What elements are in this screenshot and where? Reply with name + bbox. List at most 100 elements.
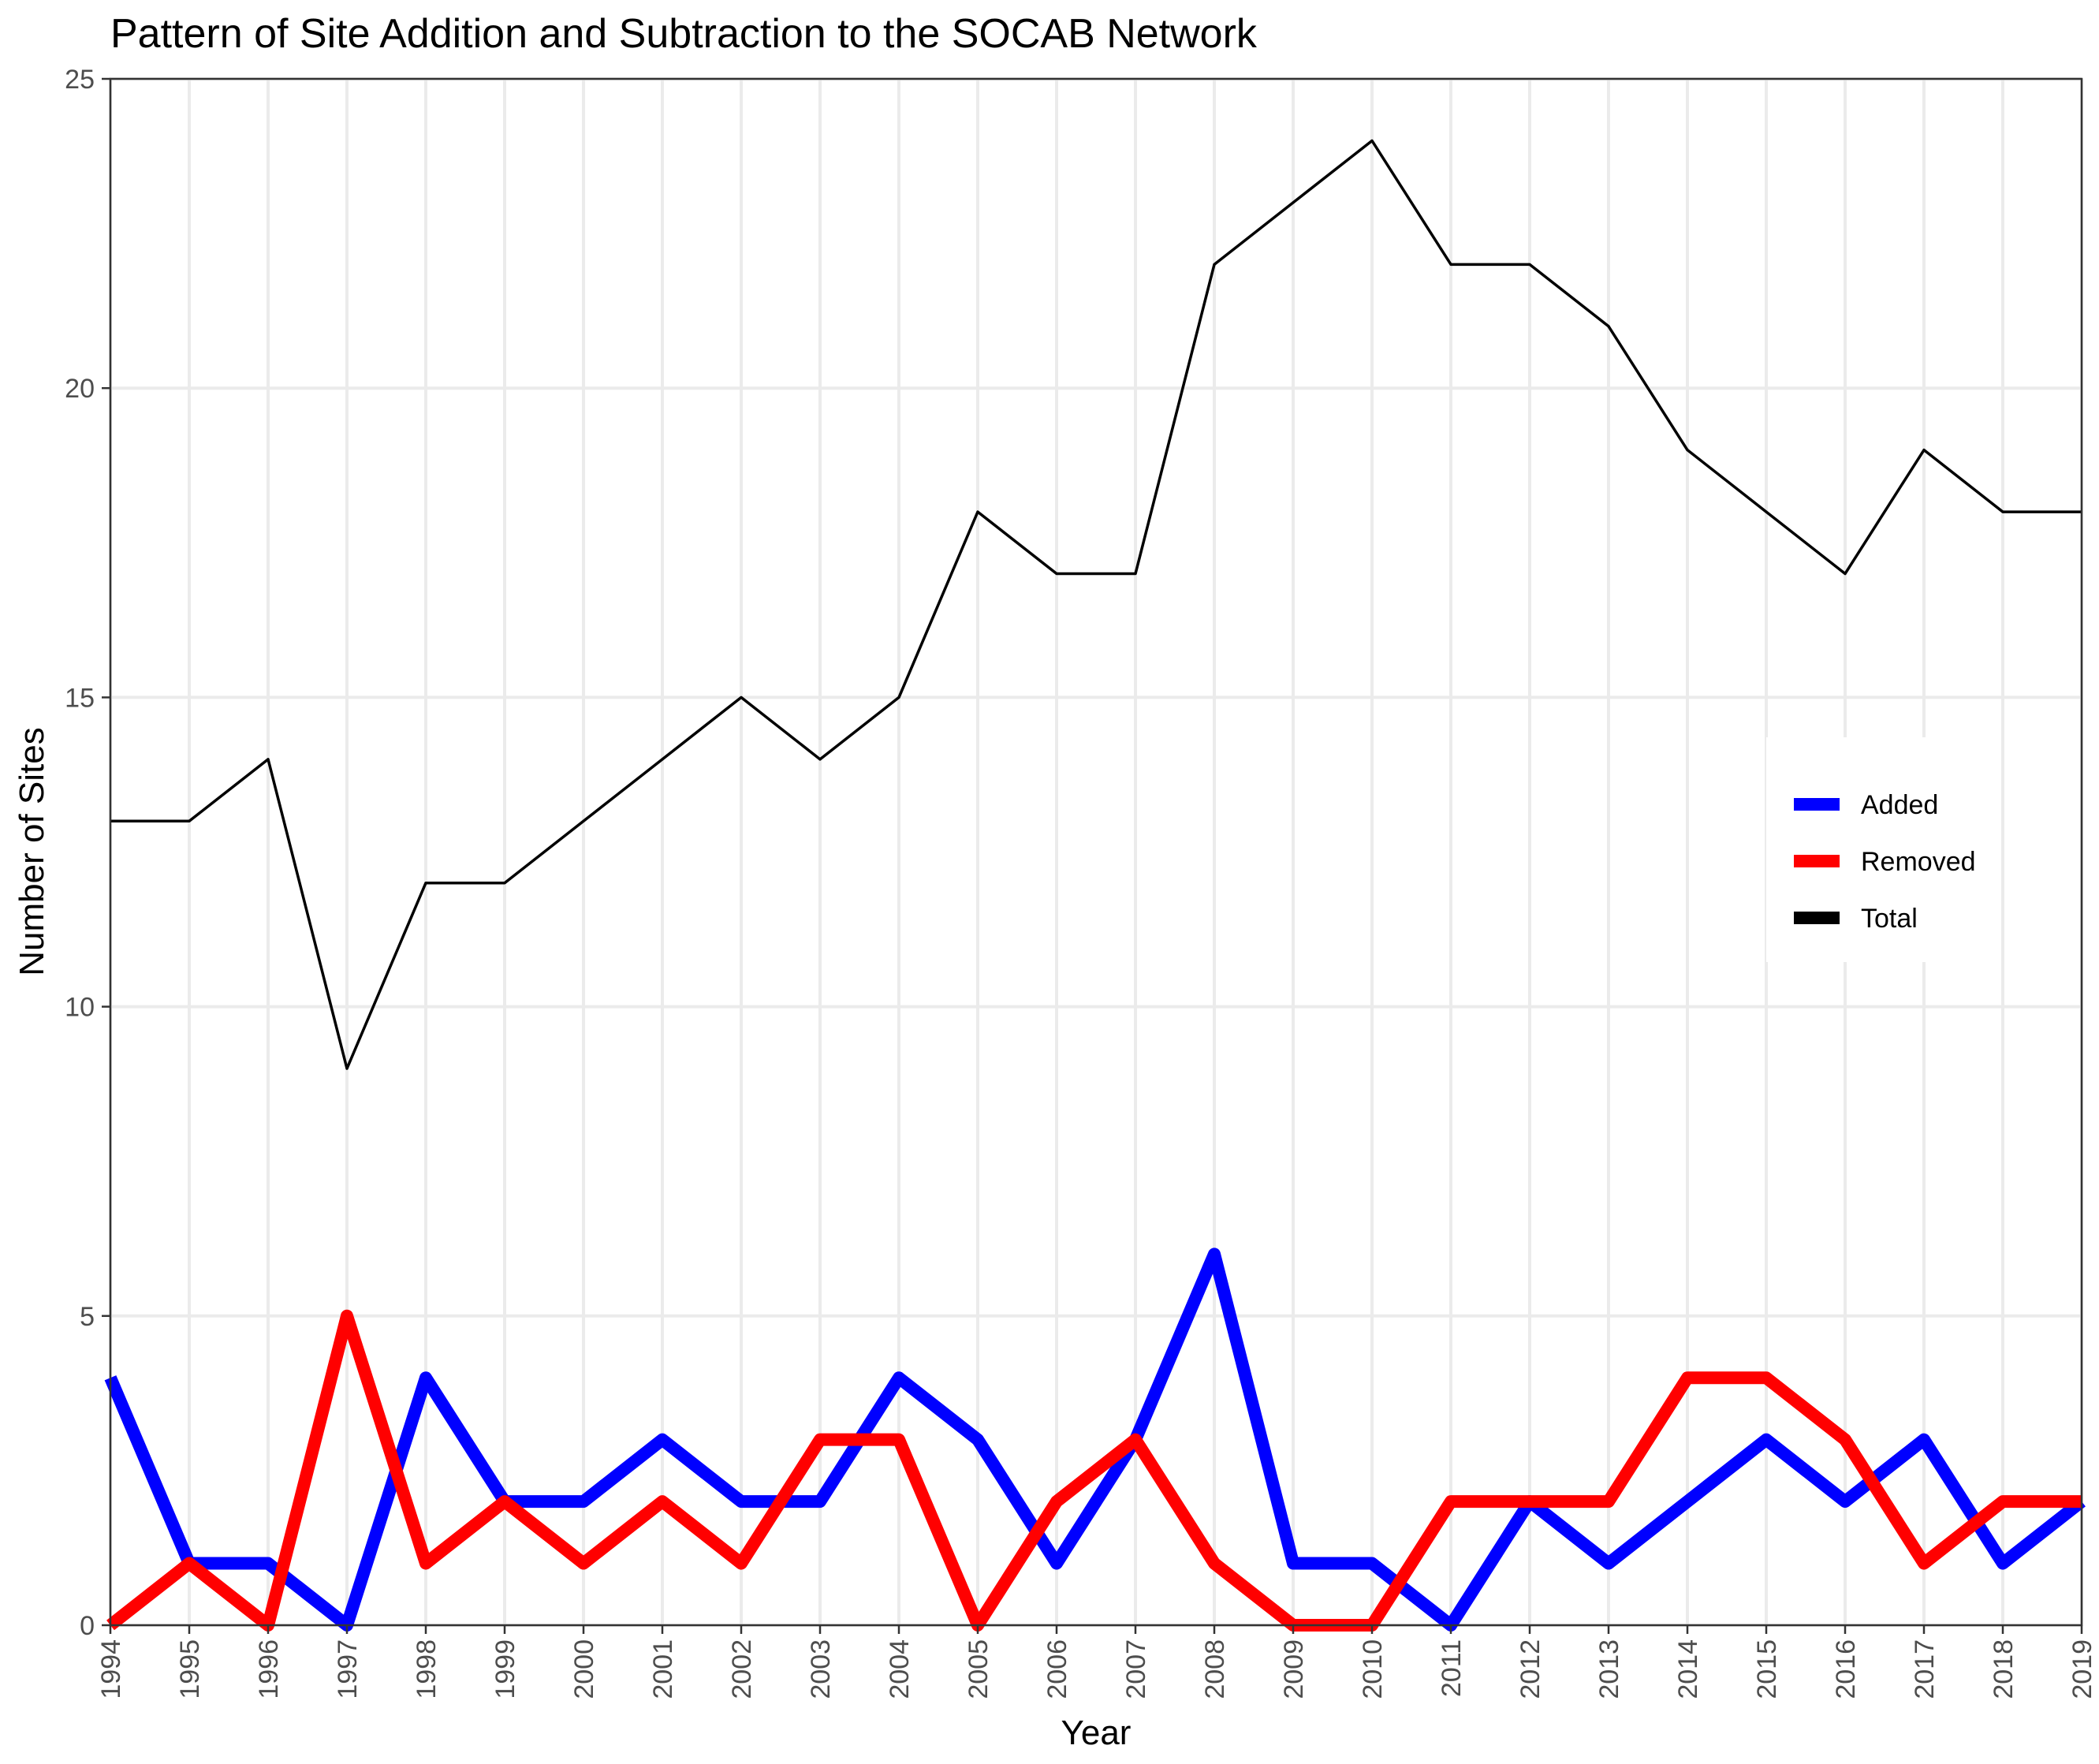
x-tick-label: 2001 bbox=[648, 1639, 678, 1699]
x-tick-label: 2007 bbox=[1121, 1639, 1151, 1699]
data-point-removed-2002 bbox=[741, 1563, 742, 1564]
x-tick-label: 1996 bbox=[254, 1639, 284, 1699]
data-point-added-2015 bbox=[1766, 1439, 1767, 1440]
data-point-total-2000 bbox=[583, 821, 584, 822]
data-point-removed-1997 bbox=[347, 1315, 348, 1316]
data-point-removed-2003 bbox=[820, 1439, 821, 1440]
grid bbox=[109, 77, 2083, 1627]
data-point-total-1995 bbox=[189, 821, 190, 822]
x-tick-label: 2002 bbox=[727, 1639, 757, 1699]
legend-label: Added bbox=[1861, 790, 1938, 820]
data-point-total-2004 bbox=[899, 697, 900, 698]
chart-title: Pattern of Site Addition and Subtraction… bbox=[110, 11, 1258, 57]
y-tick-label: 25 bbox=[65, 65, 95, 95]
data-point-total-2015 bbox=[1766, 512, 1767, 513]
series-line-removed bbox=[106, 1309, 2082, 1632]
y-tick-label: 5 bbox=[80, 1302, 95, 1332]
x-tick-label: 2006 bbox=[1042, 1639, 1072, 1699]
series-line-added bbox=[104, 1247, 2086, 1632]
data-point-added-2009 bbox=[1293, 1563, 1294, 1564]
data-point-added-2016 bbox=[1845, 1501, 1846, 1502]
data-point-total-2008 bbox=[1214, 264, 1215, 265]
y-tick-label: 15 bbox=[65, 683, 95, 713]
data-point-total-2007 bbox=[1135, 573, 1136, 574]
x-tick-label: 2011 bbox=[1437, 1639, 1467, 1697]
data-point-removed-2000 bbox=[583, 1563, 584, 1564]
y-axis-title: Number of Sites bbox=[13, 727, 51, 975]
series-line-total bbox=[110, 139, 2082, 1070]
legend-label: Removed bbox=[1861, 847, 1976, 877]
legend-item-added: Added bbox=[1794, 790, 1938, 820]
legend: Added Removed Total bbox=[1766, 737, 1976, 962]
data-point-removed-2008 bbox=[1214, 1563, 1215, 1564]
data-point-removed-1995 bbox=[189, 1563, 190, 1564]
series-total bbox=[110, 139, 2082, 1070]
x-tick-label: 1998 bbox=[412, 1639, 442, 1699]
x-tick-label: 1994 bbox=[96, 1639, 126, 1699]
data-point-added-2001 bbox=[662, 1439, 663, 1440]
x-tick-label: 2012 bbox=[1516, 1639, 1545, 1699]
x-tick-label: 2013 bbox=[1594, 1639, 1624, 1699]
x-tick-label: 1997 bbox=[333, 1639, 363, 1699]
data-point-added-2014 bbox=[1687, 1501, 1688, 1502]
data-point-total-2018 bbox=[2003, 512, 2004, 513]
data-point-removed-1998 bbox=[426, 1563, 427, 1564]
y-tick-label: 0 bbox=[80, 1611, 95, 1641]
legend-label: Total bbox=[1861, 904, 1918, 934]
data-point-total-2017 bbox=[1924, 449, 1925, 450]
legend-item-total: Total bbox=[1794, 904, 1918, 934]
x-tick-label: 2003 bbox=[806, 1639, 836, 1699]
data-point-removed-2004 bbox=[899, 1439, 900, 1440]
data-point-added-2000 bbox=[583, 1501, 584, 1502]
x-tick-label: 2015 bbox=[1752, 1639, 1782, 1699]
data-point-total-1998 bbox=[426, 882, 427, 883]
data-point-total-2014 bbox=[1687, 449, 1688, 450]
legend-swatch bbox=[1794, 855, 1840, 867]
data-point-added-2010 bbox=[1372, 1563, 1373, 1564]
legend-swatch bbox=[1794, 912, 1840, 924]
data-point-total-2010 bbox=[1372, 140, 1373, 141]
data-point-total-2005 bbox=[978, 512, 979, 513]
series-added bbox=[104, 1247, 2086, 1632]
x-tick-label: 2014 bbox=[1673, 1639, 1703, 1699]
data-point-added-2017 bbox=[1924, 1439, 1925, 1440]
data-point-total-2002 bbox=[741, 697, 742, 698]
y-tick-label: 10 bbox=[65, 993, 95, 1023]
data-point-added-2005 bbox=[978, 1439, 979, 1440]
data-point-added-2003 bbox=[820, 1501, 821, 1502]
x-tick-label: 2018 bbox=[1989, 1639, 2019, 1699]
data-point-removed-2017 bbox=[1924, 1563, 1925, 1564]
data-point-removed-2007 bbox=[1135, 1439, 1136, 1440]
x-tick-label: 2004 bbox=[885, 1639, 915, 1699]
legend-item-removed: Removed bbox=[1794, 847, 1976, 877]
series-removed bbox=[106, 1309, 2082, 1632]
x-axis: 1994 1995 1996 1997 1998 1999 2000 2001 2002 2003… bbox=[96, 1625, 2097, 1699]
data-point-removed-2018 bbox=[2003, 1501, 2004, 1502]
x-tick-label: 1999 bbox=[490, 1639, 520, 1699]
data-point-removed-2016 bbox=[1845, 1439, 1846, 1440]
x-tick-label: 2016 bbox=[1831, 1639, 1861, 1699]
x-tick-label: 2009 bbox=[1279, 1639, 1309, 1699]
x-axis-title: Year bbox=[1061, 1714, 1132, 1752]
y-axis: 0 5 10 15 20 25 bbox=[65, 65, 110, 1641]
y-tick-label: 20 bbox=[65, 374, 95, 404]
data-point-added-2018 bbox=[2003, 1563, 2004, 1564]
x-tick-label: 2005 bbox=[964, 1639, 994, 1699]
x-tick-label: 2000 bbox=[569, 1639, 599, 1699]
plot-frame bbox=[109, 77, 2083, 1627]
data-point-added-2002 bbox=[741, 1501, 742, 1502]
data-point-added-2008 bbox=[1214, 1254, 1215, 1255]
x-tick-label: 2017 bbox=[1910, 1639, 1940, 1699]
data-point-total-1997 bbox=[347, 1068, 348, 1069]
data-point-total-2011 bbox=[1451, 264, 1452, 265]
data-point-total-2016 bbox=[1845, 573, 1846, 574]
legend-background bbox=[1766, 737, 1941, 962]
x-tick-label: 2019 bbox=[2067, 1639, 2097, 1699]
x-tick-label: 1995 bbox=[175, 1639, 205, 1699]
series-lines bbox=[104, 139, 2086, 1632]
data-point-added-1996 bbox=[268, 1563, 269, 1564]
data-point-removed-2011 bbox=[1451, 1501, 1452, 1502]
data-point-removed-2001 bbox=[662, 1501, 663, 1502]
x-tick-label: 2010 bbox=[1358, 1639, 1388, 1699]
